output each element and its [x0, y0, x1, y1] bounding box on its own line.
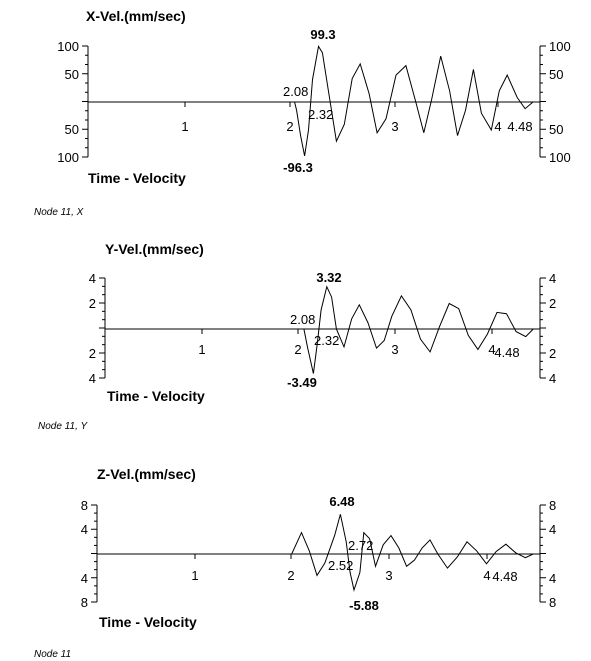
y-chart-subtitle: Time - Velocity — [107, 388, 205, 404]
x-x-tick-label: 1 — [181, 119, 188, 134]
y-y-tick-right: 2 — [549, 296, 556, 311]
y-min-label: -3.49 — [287, 375, 317, 390]
z-time-peak-label: 2.72 — [348, 538, 373, 553]
y-time-end-label: 4.48 — [494, 345, 519, 360]
z-time-end-label: 4.48 — [492, 569, 517, 584]
z-time-start-label: 2.52 — [328, 558, 353, 573]
z-y-tick-right: 8 — [549, 595, 556, 610]
x-node-caption: Node 11, X — [34, 207, 84, 218]
z-chart-title: Z-Vel.(mm/sec) — [97, 466, 196, 482]
y-max-label: 3.32 — [316, 270, 341, 285]
y-chart-title: Y-Vel.(mm/sec) — [105, 241, 204, 257]
x-y-tick-left: 100 — [57, 150, 79, 165]
x-x-tick-label: 3 — [391, 119, 398, 134]
y-y-tick-left: 2 — [89, 296, 96, 311]
x-velocity-line — [88, 45, 534, 156]
z-node-caption: Node 11 — [34, 649, 71, 660]
x-x-tick-label: 4 — [494, 119, 501, 134]
z-y-tick-left: 8 — [81, 595, 88, 610]
z-max-label: 6.48 — [329, 494, 354, 509]
x-min-label: -96.3 — [283, 160, 313, 175]
z-x-tick-label: 2 — [287, 568, 294, 583]
x-y-tick-right: 50 — [549, 122, 563, 137]
z-chart-subtitle: Time - Velocity — [99, 614, 197, 630]
z-y-tick-right: 8 — [549, 498, 556, 513]
x-time-end-label: 4.48 — [507, 119, 532, 134]
y-y-tick-left: 2 — [89, 346, 96, 361]
x-chart-title: X-Vel.(mm/sec) — [86, 8, 186, 24]
x-y-tick-left: 100 — [57, 39, 79, 54]
x-time-start-label: 2.08 — [283, 84, 308, 99]
y-x-tick-label: 3 — [391, 342, 398, 357]
y-time-peak-label: 2.32 — [314, 333, 339, 348]
x-y-tick-left: 50 — [65, 122, 79, 137]
x-y-tick-left: 50 — [65, 67, 79, 82]
x-chart-subtitle: Time - Velocity — [88, 170, 186, 186]
z-y-tick-right: 4 — [549, 571, 556, 586]
y-x-tick-label: 4 — [488, 342, 495, 357]
y-velocity-line — [105, 285, 534, 374]
y-y-tick-right: 2 — [549, 346, 556, 361]
x-time-peak-label: 2.32 — [308, 107, 333, 122]
z-x-tick-label: 3 — [385, 568, 392, 583]
z-y-tick-left: 8 — [81, 498, 88, 513]
y-y-tick-right: 4 — [549, 371, 556, 386]
y-y-tick-left: 4 — [89, 271, 96, 286]
x-x-tick-label: 2 — [286, 119, 293, 134]
y-node-caption: Node 11, Y — [38, 421, 88, 432]
x-y-tick-right: 50 — [549, 67, 563, 82]
y-x-tick-label: 1 — [198, 342, 205, 357]
x-y-tick-right: 100 — [549, 150, 571, 165]
z-x-tick-label: 4 — [483, 568, 490, 583]
z-velocity-line — [97, 514, 534, 592]
z-y-tick-left: 4 — [81, 571, 88, 586]
y-y-tick-left: 4 — [89, 371, 96, 386]
x-max-label: 99.3 — [310, 27, 335, 42]
y-x-tick-label: 2 — [294, 342, 301, 357]
y-y-tick-right: 4 — [549, 271, 556, 286]
z-min-label: -5.88 — [349, 598, 379, 613]
x-y-tick-right: 100 — [549, 39, 571, 54]
y-time-start-label: 2.08 — [290, 312, 315, 327]
z-x-tick-label: 1 — [191, 568, 198, 583]
z-y-tick-left: 4 — [81, 522, 88, 537]
z-y-tick-right: 4 — [549, 522, 556, 537]
